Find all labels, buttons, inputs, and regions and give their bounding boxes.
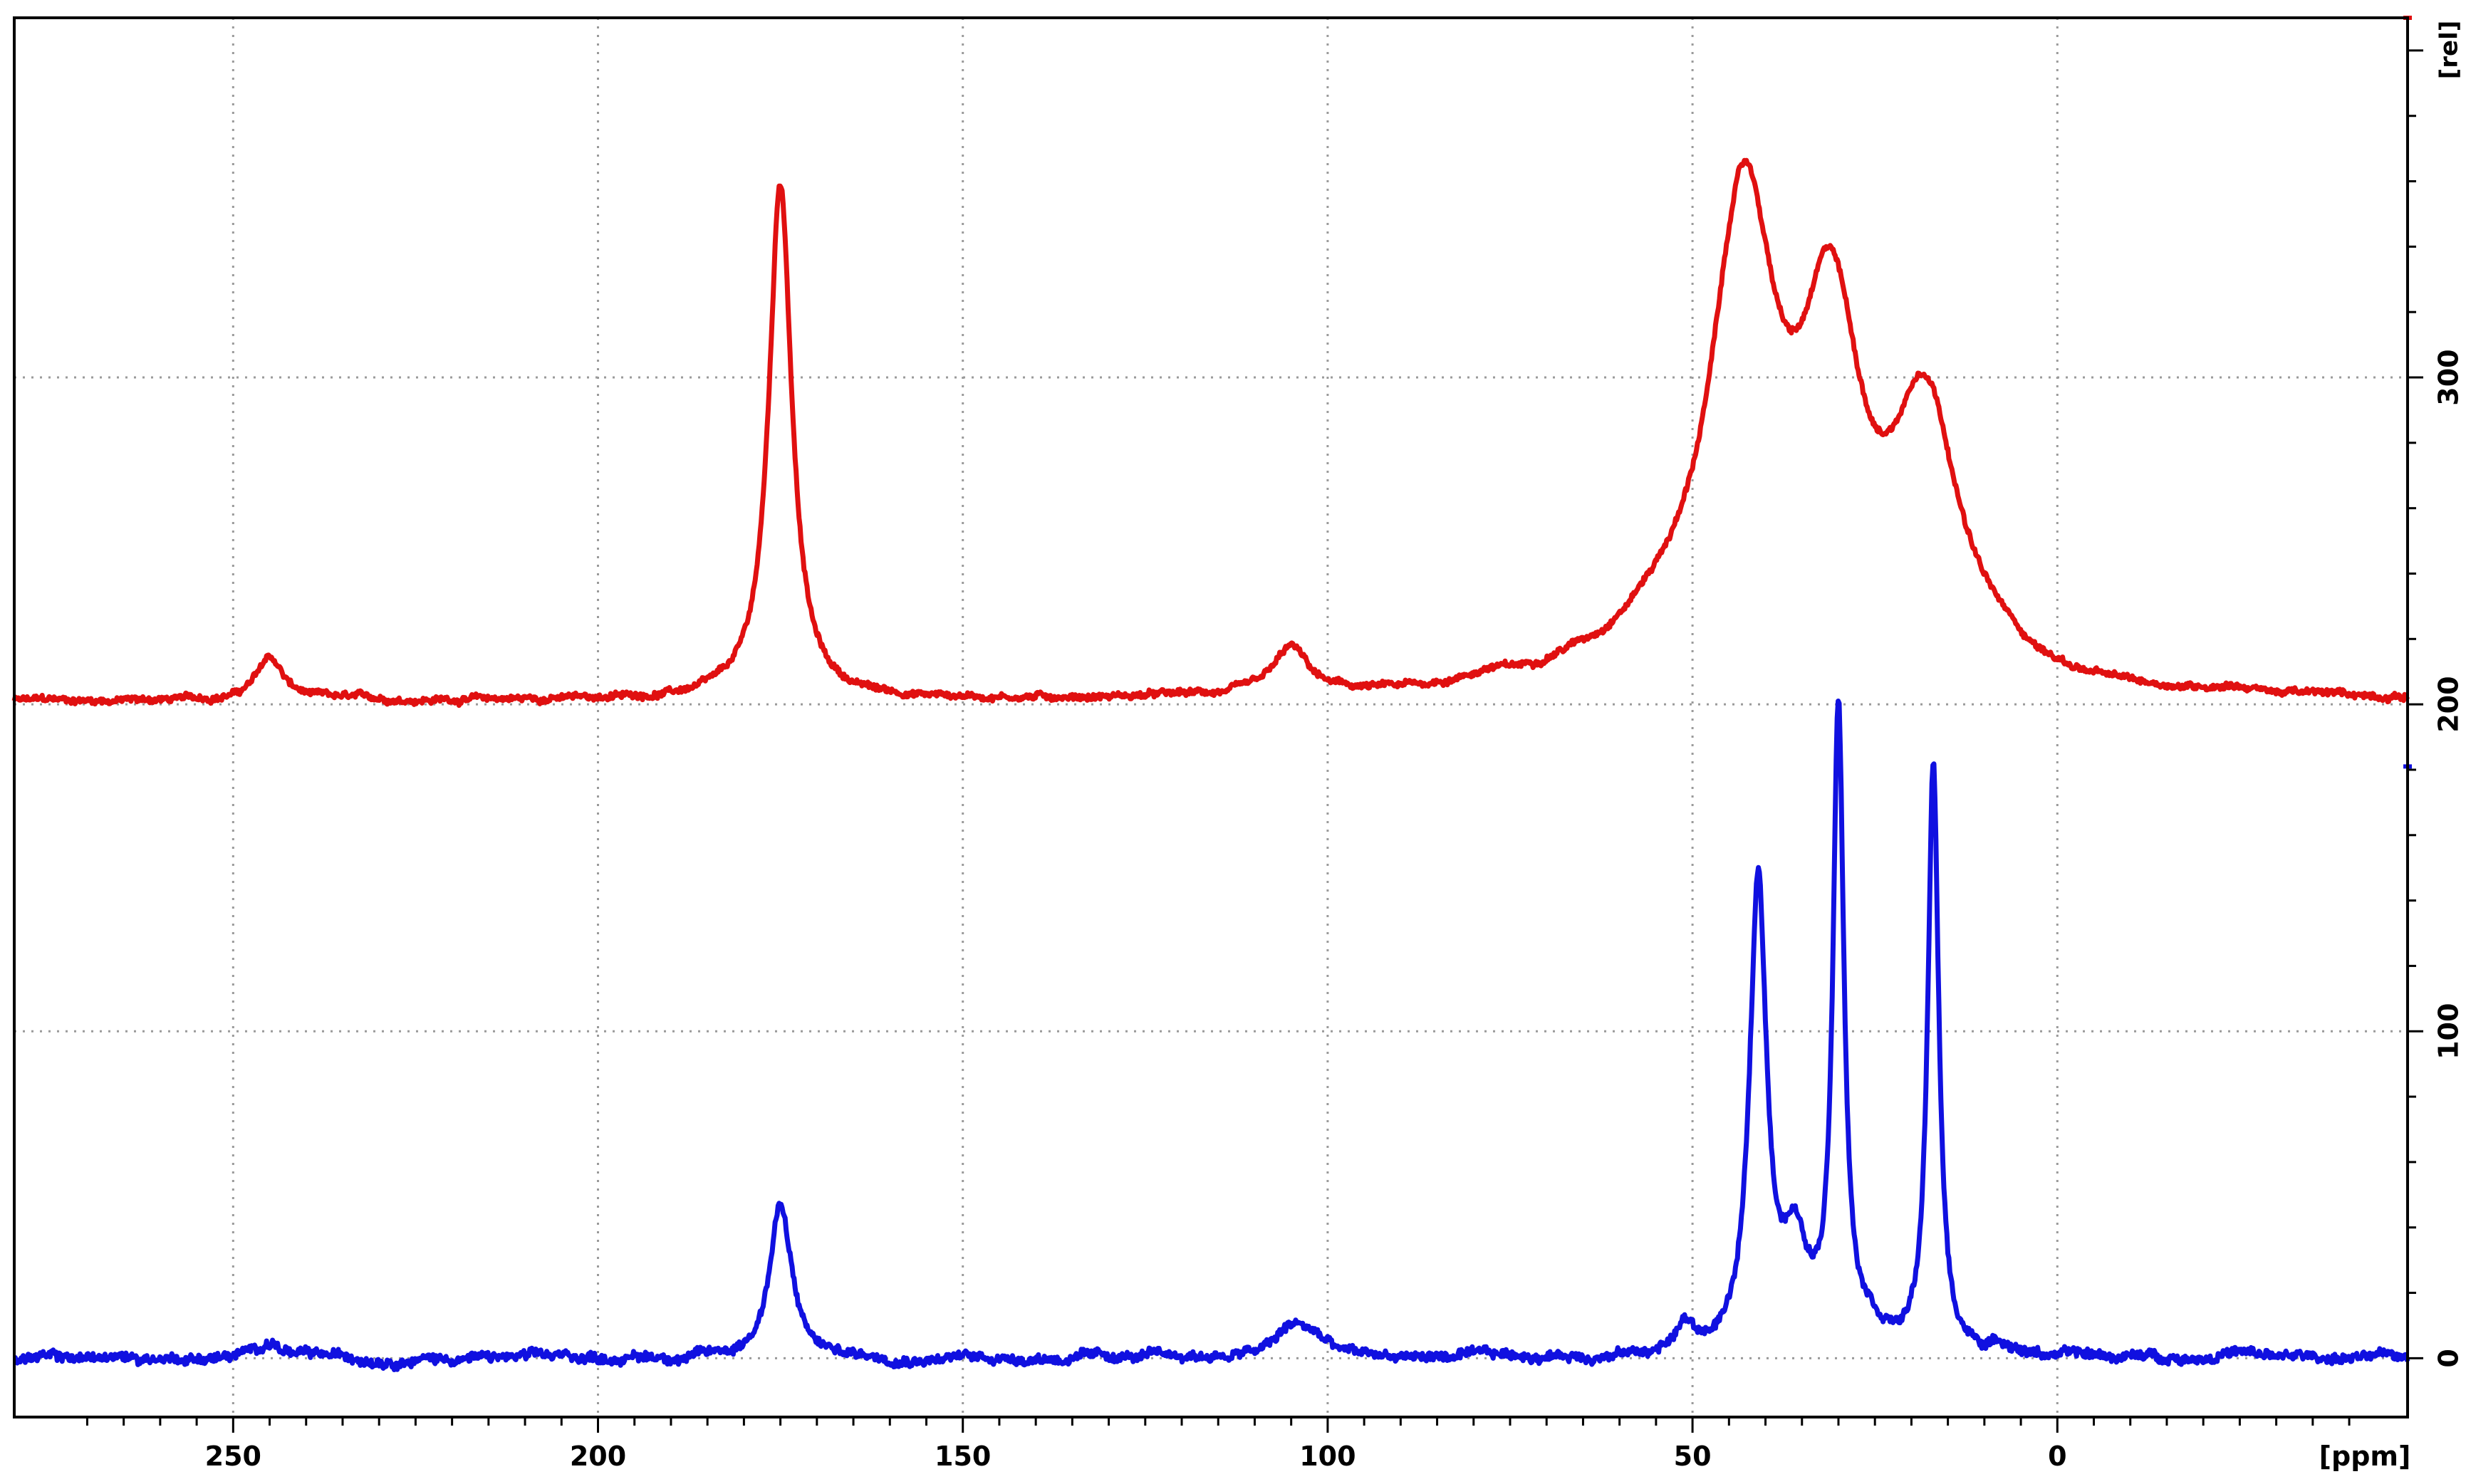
y-axis-label: [rel]	[2435, 21, 2464, 80]
plot-border	[13, 16, 2409, 1418]
x-tick-label: 250	[205, 1441, 261, 1472]
x-tick-label: 150	[935, 1441, 991, 1472]
x-axis-label: [ppm]	[2319, 1441, 2411, 1472]
x-tick-label: 0	[2048, 1441, 2066, 1472]
y-tick-label: 0	[2433, 1349, 2465, 1367]
series-line-2	[12, 699, 2410, 1372]
series-line-1	[11, 157, 2410, 709]
y-tick-label: 300	[2433, 349, 2465, 405]
y-tick-label: 100	[2433, 1003, 2465, 1060]
x-axis-ticks: 250 200 150 100 50 0	[85, 1417, 2351, 1472]
spectrum-series	[11, 16, 2412, 1372]
plot-frame	[13, 16, 2409, 1418]
y-tick-label: 200	[2433, 676, 2465, 732]
x-tick-label: 100	[1299, 1441, 1356, 1472]
x-tick-label: 50	[1674, 1441, 1712, 1472]
x-tick-label: 200	[570, 1441, 626, 1472]
y-axis-ticks: 0 100 200 300	[2408, 49, 2465, 1368]
